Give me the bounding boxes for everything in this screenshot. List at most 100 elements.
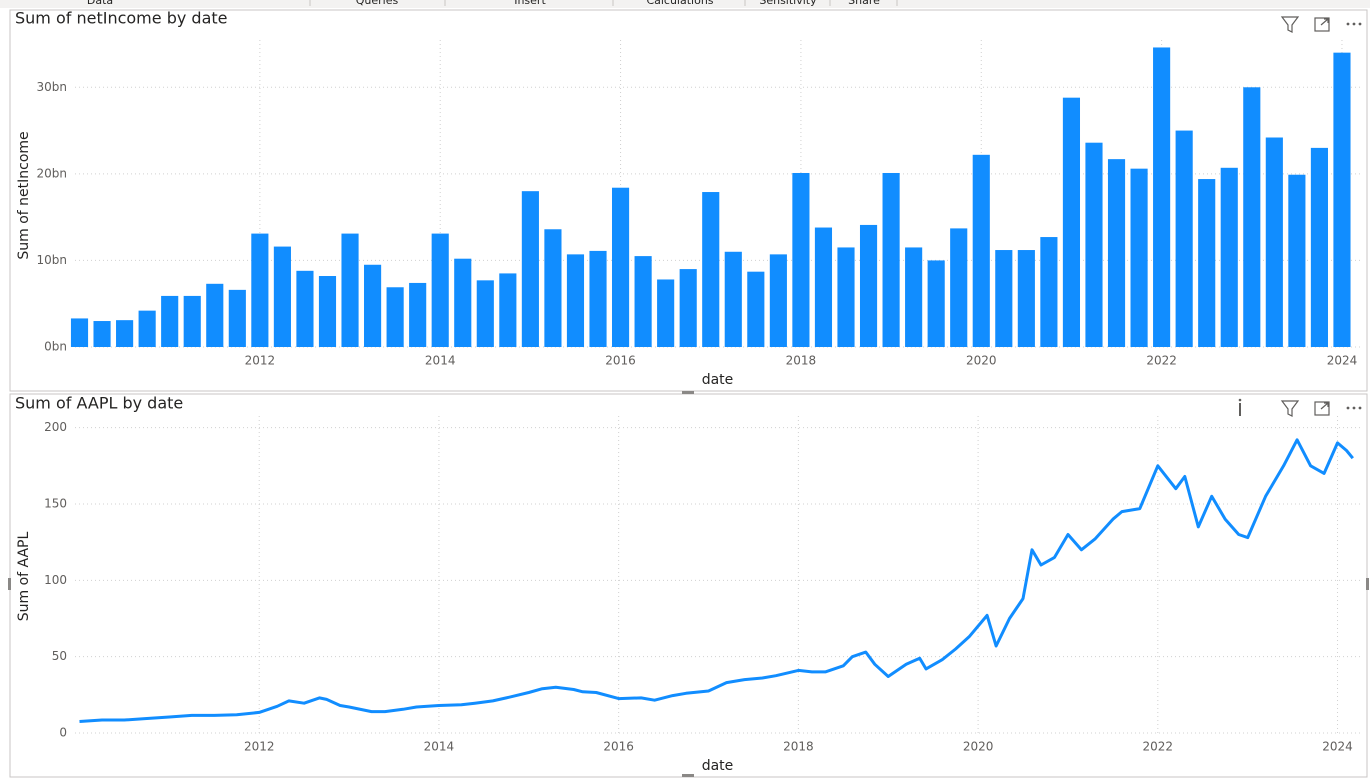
bar: [70, 318, 89, 347]
x-tick-label: 2020: [963, 740, 994, 754]
ribbon-tab: Share: [848, 0, 880, 7]
resize-handle[interactable]: [1366, 578, 1369, 590]
x-tick-label: 2024: [1327, 354, 1358, 368]
filter-icon[interactable]: [1280, 16, 1300, 33]
bar: [364, 264, 382, 347]
more-options-icon[interactable]: [1346, 406, 1362, 410]
ribbon-tab: Data: [87, 0, 113, 7]
y-tick-label: 30bn: [37, 80, 68, 94]
bar: [611, 187, 630, 347]
ribbon-tab: Calculations: [646, 0, 713, 7]
bar: [769, 254, 787, 347]
line-series: [79, 438, 1354, 723]
bar: [544, 229, 562, 347]
bar: [837, 247, 855, 347]
bar: [1175, 130, 1193, 347]
bar: [1153, 47, 1171, 347]
bar: [1017, 250, 1035, 347]
y-axis-title: Sum of AAPL: [16, 532, 32, 622]
ribbon-tab: Queries: [356, 0, 399, 7]
resize-handle[interactable]: [8, 578, 11, 590]
filter-icon[interactable]: [1280, 400, 1300, 417]
x-tick-label: 2018: [783, 740, 814, 754]
x-tick-label: 2012: [245, 354, 276, 368]
bar: [228, 289, 246, 347]
x-tick-label: 2022: [1146, 354, 1177, 368]
bar: [1062, 97, 1081, 347]
x-tick-label: 2024: [1322, 740, 1353, 754]
bar: [206, 283, 224, 347]
bar: [814, 227, 833, 347]
bar: [161, 295, 179, 347]
x-tick-label: 2016: [605, 354, 636, 368]
x-tick-label: 2018: [786, 354, 817, 368]
x-tick-label: 2020: [966, 354, 997, 368]
bar: [318, 276, 337, 347]
chart: Sum of AAPL by date date Sum of AAPL 0 50 100…: [15, 394, 1360, 774]
focus-mode-icon[interactable]: [1314, 401, 1330, 416]
bar: [657, 279, 675, 347]
bar: [679, 269, 697, 347]
y-tick-label: 50: [52, 649, 67, 663]
bar: [1198, 179, 1216, 347]
bar: [1310, 147, 1328, 347]
bar: [341, 233, 359, 347]
bar: [138, 310, 156, 347]
bar: [1107, 159, 1126, 347]
resize-handle[interactable]: [682, 391, 694, 394]
bar: [882, 172, 900, 347]
bar: [93, 321, 111, 347]
y-tick-label: 20bn: [37, 166, 68, 180]
bar: [454, 258, 472, 347]
y-axis-title: Sum of netIncome: [16, 131, 32, 259]
x-axis-title: date: [702, 372, 734, 388]
bar: [296, 270, 314, 347]
bar: [386, 287, 404, 347]
y-tick-label: 200: [44, 420, 67, 434]
bar: [521, 191, 539, 347]
bar: [1265, 137, 1283, 347]
bar: [1040, 237, 1058, 347]
bar: [792, 172, 810, 347]
y-tick-label: 0: [59, 726, 67, 740]
bar: [927, 260, 945, 347]
bar: [905, 247, 923, 347]
bar: [431, 233, 449, 347]
ribbon: [0, 0, 1370, 8]
x-tick-label: 2016: [603, 740, 634, 754]
bar: [409, 282, 427, 347]
bar: [995, 250, 1013, 347]
chart: Sum of netIncome by date date Sum of netIn…: [15, 9, 1360, 388]
ribbon-tabs: Data Queries Insert Calculations Sensitivity…: [87, 0, 898, 7]
bar: [1243, 87, 1261, 348]
ribbon-tab: Sensitivity: [759, 0, 817, 7]
bar: [116, 320, 134, 347]
bar: [1288, 174, 1306, 347]
bar: [589, 250, 607, 347]
bar: [724, 251, 742, 347]
bar: [1085, 142, 1103, 347]
more-options-icon[interactable]: [1346, 22, 1362, 26]
resize-handle[interactable]: [682, 774, 694, 777]
bar: [747, 271, 765, 347]
focus-mode-icon[interactable]: [1314, 17, 1330, 32]
bar: [251, 233, 269, 347]
y-tick-label: 0bn: [44, 340, 67, 354]
x-tick-label: 2022: [1143, 740, 1174, 754]
bar: [634, 256, 652, 347]
bar: [859, 224, 878, 347]
bar: [499, 273, 517, 347]
bar: [476, 280, 494, 347]
info-icon[interactable]: [1238, 398, 1242, 416]
bar: [566, 254, 585, 347]
bar: [273, 246, 291, 347]
bar: [1130, 168, 1148, 347]
visual-panel: [9, 393, 1368, 778]
bar: [1220, 167, 1238, 347]
x-tick-label: 2012: [244, 740, 275, 754]
ribbon-tab: Insert: [514, 0, 546, 7]
y-tick-label: 150: [44, 496, 67, 510]
y-tick-label: 100: [44, 573, 67, 587]
bar: [950, 228, 968, 347]
